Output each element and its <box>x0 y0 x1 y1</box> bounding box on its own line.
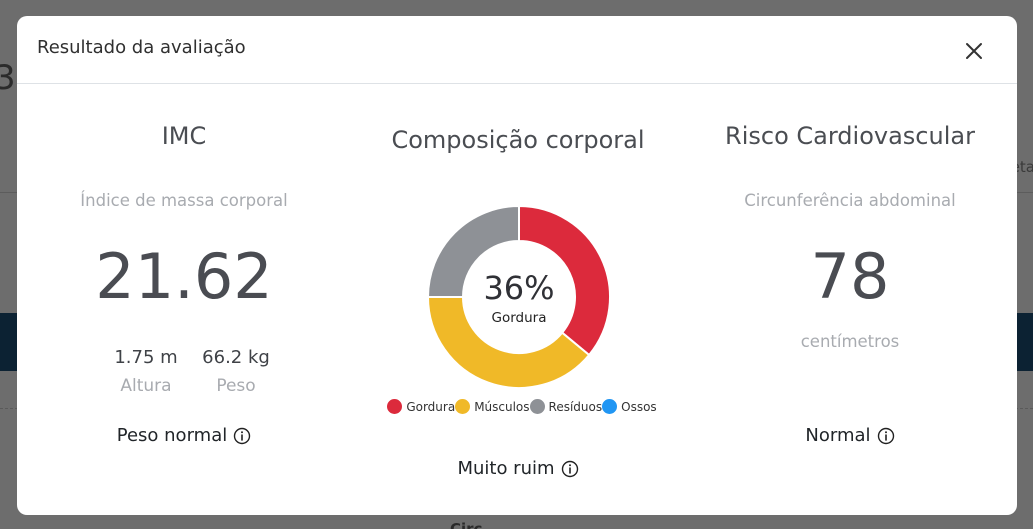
donut-center-label: Gordura <box>491 309 547 326</box>
risk-subtitle: Circunferência abdominal <box>744 191 956 210</box>
imc-status-row: Peso normal <box>34 425 334 446</box>
close-button[interactable] <box>965 42 983 60</box>
legend-item[interactable]: Músculos <box>455 399 530 414</box>
donut-slice-gordura[interactable] <box>518 204 611 357</box>
legend-item[interactable]: Resíduos <box>529 399 603 414</box>
legend-swatch <box>387 399 403 414</box>
risk-value: 78 <box>810 240 890 313</box>
legend-swatch <box>529 399 545 414</box>
composition-title: Composição corporal <box>391 126 645 154</box>
legend-swatch <box>602 399 618 414</box>
composition-status-row: Muito ruim <box>368 458 668 479</box>
weight-value: 66.2 kg <box>202 347 270 368</box>
height-label: Altura <box>120 376 172 396</box>
legend-item[interactable]: Gordura <box>387 399 455 414</box>
imc-value: 21.62 <box>95 240 273 313</box>
legend-item[interactable]: Ossos <box>602 399 657 414</box>
weight-label: Peso <box>216 376 256 396</box>
legend-label: Ossos <box>621 399 657 414</box>
info-icon[interactable] <box>561 460 579 478</box>
evaluation-result-modal: Resultado da avaliação IMC Índice de mas… <box>17 16 1017 515</box>
imc-subtitle: Índice de massa corporal <box>80 191 288 210</box>
risk-status: Normal <box>805 425 871 446</box>
risk-title: Risco Cardiovascular <box>725 122 975 150</box>
legend-swatch <box>455 399 471 414</box>
close-icon <box>966 43 982 59</box>
legend-label: Resíduos <box>548 399 603 414</box>
composition-donut-chart: 36% Gordura <box>426 204 611 389</box>
legend-label: Músculos <box>474 399 530 414</box>
height-measure: 1.75 m Altura <box>101 347 191 396</box>
legend-label: Gordura <box>406 399 456 414</box>
donut-slice-músculos[interactable] <box>426 296 591 389</box>
info-icon[interactable] <box>233 427 251 445</box>
modal-title: Resultado da avaliação <box>37 37 246 58</box>
imc-measures: 1.75 m Altura 66.2 kg Peso <box>101 347 281 396</box>
donut-svg <box>426 204 611 389</box>
composition-status: Muito ruim <box>457 458 555 479</box>
chart-legend: Gordura Músculos Resíduos Ossos <box>372 399 672 414</box>
risk-status-row: Normal <box>700 425 1000 446</box>
height-value: 1.75 m <box>114 347 178 368</box>
donut-center: 36% Gordura <box>427 205 611 389</box>
weight-measure: 66.2 kg Peso <box>191 347 281 396</box>
donut-center-value: 36% <box>483 268 555 307</box>
risk-unit: centímetros <box>800 332 900 351</box>
info-icon[interactable] <box>877 427 895 445</box>
donut-slice-resíduos[interactable] <box>426 204 520 298</box>
background-text-fragment: Circ... <box>450 520 500 529</box>
imc-status: Peso normal <box>116 425 228 446</box>
modal-header: Resultado da avaliação <box>17 16 1017 84</box>
imc-title: IMC <box>161 122 207 150</box>
